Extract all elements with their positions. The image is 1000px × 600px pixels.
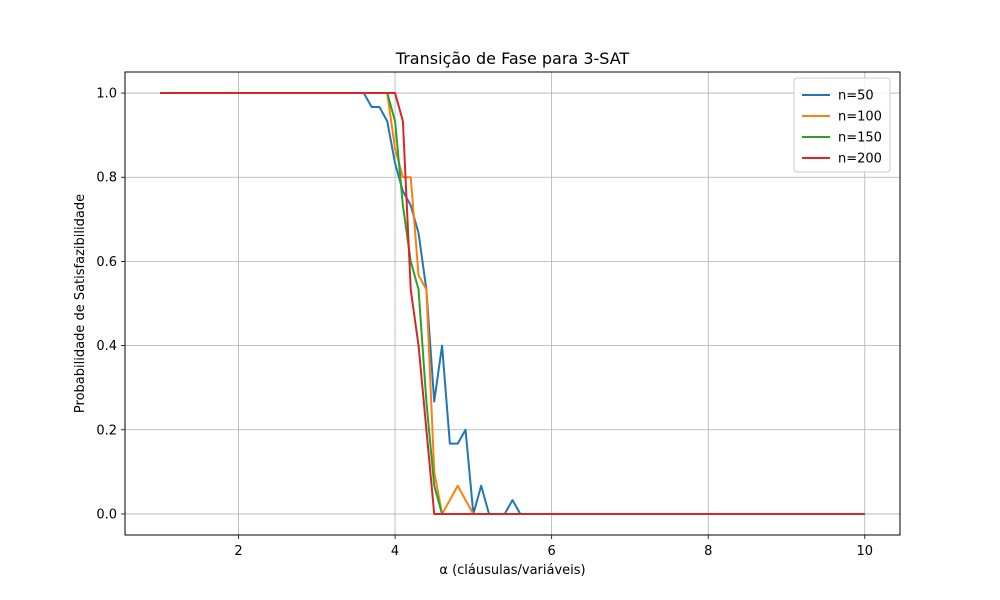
grid <box>125 72 900 535</box>
x-axis-ticks: 2 4 6 8 10 <box>234 535 873 559</box>
legend-label: n=150 <box>838 131 882 146</box>
x-tick-label: 8 <box>704 544 712 559</box>
legend-label: n=50 <box>838 89 874 104</box>
series-lines <box>160 92 865 515</box>
y-tick-label: 0.6 <box>96 255 117 270</box>
series-line-n-200 <box>160 92 865 515</box>
x-axis-label: α (cláusulas/variáveis) <box>439 563 585 578</box>
x-tick-label: 2 <box>234 544 242 559</box>
y-tick-label: 0.8 <box>96 171 117 186</box>
x-tick-label: 4 <box>391 544 399 559</box>
y-tick-label: 0.4 <box>96 339 117 354</box>
y-tick-label: 0.0 <box>96 507 117 522</box>
legend: n=50 n=100 n=150 n=200 <box>793 77 891 173</box>
plot-frame <box>124 71 901 536</box>
y-axis-label: Probabilidade de Satisfazibilidade <box>73 194 88 413</box>
x-tick-label: 6 <box>548 544 556 559</box>
series-line-n-150 <box>160 92 865 515</box>
legend-label: n=200 <box>838 152 882 167</box>
series-line-n-100 <box>160 92 865 515</box>
y-tick-label: 1.0 <box>96 87 117 102</box>
x-tick-label: 10 <box>856 544 873 559</box>
chart-title: Transição de Fase para 3-SAT <box>395 49 630 68</box>
y-axis-ticks: 0.0 0.2 0.4 0.6 0.8 1.0 <box>96 87 125 522</box>
legend-frame <box>793 77 891 173</box>
legend-label: n=100 <box>838 110 882 125</box>
y-tick-label: 0.2 <box>96 423 117 438</box>
